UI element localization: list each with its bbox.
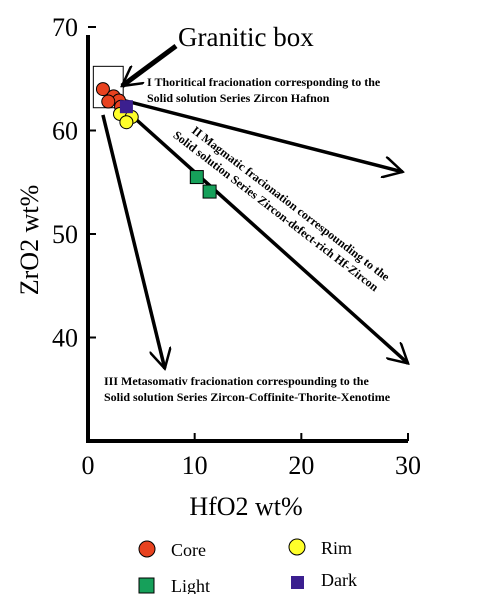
tick-group xyxy=(88,26,409,441)
legend-dark-marker xyxy=(291,576,304,589)
tick-label-group: 0 10 20 30 40 50 60 70 xyxy=(52,13,421,480)
legend-core-label: Core xyxy=(171,540,206,560)
light-point-2 xyxy=(202,184,217,199)
trend-2-label: II Magmatic fracionation correspounding … xyxy=(171,123,393,294)
legend: Core Rim Light Dark xyxy=(138,538,357,594)
light-point-1 xyxy=(189,170,204,185)
trend-1-label-line1: I Thoritical fracionation corresponding … xyxy=(147,75,381,89)
dark-point-1 xyxy=(119,100,133,114)
trend-arrow-1 xyxy=(119,97,403,171)
trend-3-label-line1: III Metasomativ fracionation correspound… xyxy=(104,374,369,388)
trend-arrow-3 xyxy=(101,114,165,369)
x-tick-label-0: 0 xyxy=(82,451,95,480)
data-point-group xyxy=(95,82,217,199)
trend-1-label-line2: Solid solution Series Zircon Hafnon xyxy=(147,91,330,105)
x-tick-label-10: 10 xyxy=(182,451,208,480)
legend-light-marker xyxy=(138,577,155,594)
legend-dark-label: Dark xyxy=(321,570,357,590)
y-tick-label-70: 70 xyxy=(52,13,78,42)
y-tick-label-40: 40 xyxy=(52,324,78,353)
legend-rim-marker xyxy=(288,538,306,556)
legend-core-marker xyxy=(138,540,156,558)
x-tick-label-20: 20 xyxy=(288,451,314,480)
core-point-4 xyxy=(101,94,116,109)
granitic-box-label: Granitic box xyxy=(178,22,314,52)
y-tick-label-50: 50 xyxy=(52,220,78,249)
x-axis-title: HfO2 wt% xyxy=(189,492,302,521)
legend-light-label: Light xyxy=(171,576,210,594)
rim-point-3 xyxy=(119,115,134,130)
trend-2-label-line2: Solid solution Series Zircon-defect-rich… xyxy=(171,128,382,294)
granitic-box-arrow xyxy=(122,43,178,89)
legend-rim-label: Rim xyxy=(321,538,352,558)
y-tick-label-60: 60 xyxy=(52,117,78,146)
x-tick-label-30: 30 xyxy=(395,451,421,480)
trend-3-label-line2: Solid solution Series Zircon-Coffinite-T… xyxy=(104,390,391,404)
trend-arrow-group xyxy=(101,97,408,369)
y-axis-title: ZrO2 wt% xyxy=(15,185,44,295)
trend-arrow-2 xyxy=(124,108,408,364)
core-point-1 xyxy=(95,82,110,97)
